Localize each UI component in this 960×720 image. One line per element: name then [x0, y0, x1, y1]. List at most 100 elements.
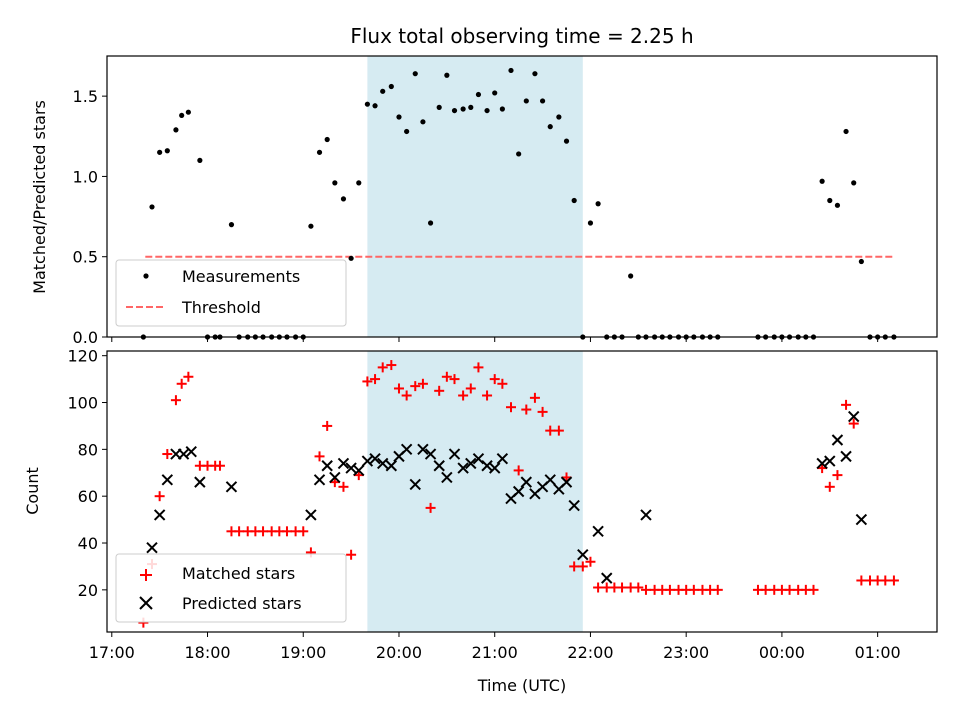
top-legend: Measurements Threshold [115, 259, 347, 327]
measurement-point [858, 258, 864, 265]
matched-star-point [322, 420, 333, 431]
measurement-point [628, 273, 634, 279]
chart-title: Flux total observing time = 2.25 h [350, 24, 693, 48]
matched-star-point [537, 406, 548, 417]
measurement-point [516, 151, 522, 157]
predicted-star-point [329, 471, 341, 484]
bottom-xtick-label: 18:00 [184, 643, 230, 662]
predicted-star-point [457, 462, 469, 474]
predicted-star-point [855, 513, 868, 526]
measurement-point [340, 196, 347, 202]
measurement-point [356, 180, 362, 186]
bottom-ylabel: Count [23, 467, 42, 515]
predicted-star-point [512, 485, 525, 498]
measurement-point [851, 180, 857, 186]
count-points [138, 360, 899, 628]
predicted-star-point [448, 448, 461, 460]
predicted-star-point [601, 572, 613, 584]
matched-star-point [458, 390, 469, 401]
measurement-point [532, 71, 538, 77]
bottom-xtick-label: 00:00 [759, 643, 805, 662]
predicted-star-point [433, 460, 445, 472]
top-axes-frame [106, 55, 938, 338]
measurement-point [475, 91, 482, 98]
measurement-points [140, 67, 897, 340]
matched-star-point [465, 383, 476, 394]
measurement-point [364, 101, 370, 107]
predicted-star-point [337, 457, 350, 470]
predicted-star-point [840, 450, 852, 463]
measurement-point [468, 104, 474, 110]
matched-star-point [712, 584, 723, 595]
matched-star-point [856, 575, 867, 586]
bottom-axes-frame [106, 350, 938, 633]
bottom-xtick-label: 19:00 [280, 643, 326, 662]
matched-star-point [808, 584, 819, 595]
predicted-star-point [481, 460, 493, 472]
predicted-star-point [848, 410, 860, 423]
measurement-point [492, 90, 498, 96]
matched-star-point [760, 584, 771, 595]
predicted-star-point [489, 462, 501, 474]
measurement-point [228, 222, 235, 228]
bottom-xtick-label: 01:00 [855, 643, 901, 662]
matched-star-point [346, 549, 357, 560]
predicted-star-point [305, 509, 317, 521]
matched-star-point [688, 584, 699, 595]
measurement-point [388, 83, 394, 90]
predicted-star-point [441, 471, 453, 484]
predicted-star-point [177, 448, 190, 460]
matched-star-point [888, 575, 899, 586]
top-legend-box [115, 259, 347, 327]
matched-star-point [489, 374, 500, 385]
predicted-star-point [194, 476, 206, 488]
matched-star-point [281, 526, 292, 537]
matched-star-point [585, 556, 596, 567]
matched-star-point [545, 425, 556, 436]
matched-star-point [664, 584, 675, 595]
predicted-star-point [385, 460, 398, 472]
legend-threshold-label: Threshold [181, 298, 261, 317]
measurement-point [508, 67, 514, 74]
matched-star-point [569, 561, 580, 572]
matched-star-point [841, 399, 852, 410]
measurement-point [595, 201, 601, 207]
measurement-point [427, 220, 434, 226]
measurement-point [436, 104, 442, 110]
matched-star-point [553, 425, 564, 436]
bottom-legend: Matched stars Predicted stars [115, 553, 347, 623]
measurement-point [332, 180, 338, 186]
matched-star-point [880, 575, 891, 586]
bottom-ytick-label: 40 [78, 534, 98, 553]
matched-star-point [482, 390, 493, 401]
measurement-point [412, 71, 418, 77]
top-ytick-label: 0.0 [73, 328, 98, 347]
measurement-point [587, 220, 594, 226]
matched-star-point [362, 376, 373, 387]
measurement-point [372, 103, 378, 109]
matched-star-point [497, 378, 508, 389]
bottom-ytick-label: 100 [67, 394, 98, 413]
legend-predicted-marker [139, 596, 153, 610]
measurement-point [834, 202, 841, 208]
matched-star-point [338, 481, 349, 492]
predicted-star-point [831, 434, 844, 446]
matched-star-point [417, 378, 428, 389]
measurement-point [563, 138, 570, 144]
predicted-star-point [520, 476, 533, 488]
matched-star-point [314, 451, 325, 462]
matched-star-point [593, 582, 604, 593]
matched-star-point [298, 526, 309, 537]
measurement-point [173, 127, 179, 133]
predicted-star-point [592, 525, 604, 538]
predicted-star-point [400, 443, 413, 456]
measurement-point [149, 204, 155, 210]
predicted-star-point [816, 457, 828, 470]
predicted-star-point [353, 464, 365, 477]
measurement-point [460, 106, 466, 112]
measurement-point [348, 255, 354, 261]
measurement-point [843, 128, 849, 135]
matched-star-point [234, 526, 245, 537]
matched-star-point [183, 371, 194, 382]
